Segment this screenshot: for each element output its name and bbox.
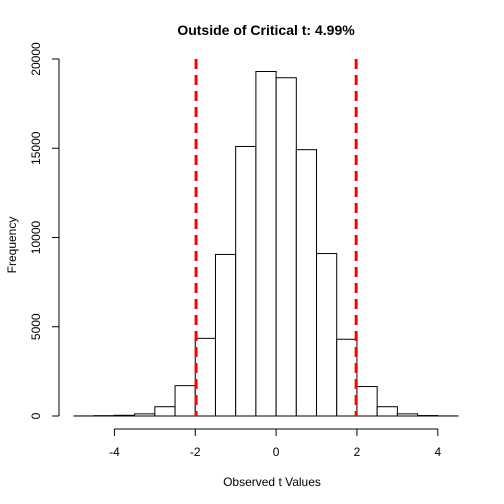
histogram-bar [134, 413, 156, 417]
histogram-bar [295, 149, 318, 417]
y-tick-label: 5000 [29, 313, 43, 340]
histogram-bar [214, 253, 237, 417]
x-tick-label: 0 [273, 445, 280, 459]
histogram-bar [356, 386, 378, 417]
histogram-bar [376, 406, 398, 417]
histogram-bar [235, 145, 257, 417]
histogram-bar [194, 337, 216, 417]
y-tick-label: 20000 [29, 42, 43, 76]
y-axis-label: Frequency [5, 217, 19, 274]
histogram-bar [336, 338, 358, 417]
histogram-bar [113, 414, 136, 417]
histogram-bar [316, 253, 338, 417]
x-tick-label: -4 [109, 445, 120, 459]
histogram-bar [174, 385, 196, 417]
histogram-bar [396, 413, 419, 417]
histogram-bar [275, 77, 297, 417]
chart-title: Outside of Critical t: 4.99% [177, 22, 355, 38]
x-axis-label: Observed t Values [223, 475, 321, 489]
y-tick-label: 15000 [29, 131, 43, 165]
x-tick-label: 2 [354, 445, 361, 459]
x-tick-label: -2 [190, 445, 201, 459]
y-tick-label: 0 [29, 412, 43, 419]
x-tick-label: 4 [434, 445, 441, 459]
y-tick-label: 10000 [29, 220, 43, 254]
histogram-bar [154, 406, 176, 417]
histogram-bar [255, 70, 277, 417]
